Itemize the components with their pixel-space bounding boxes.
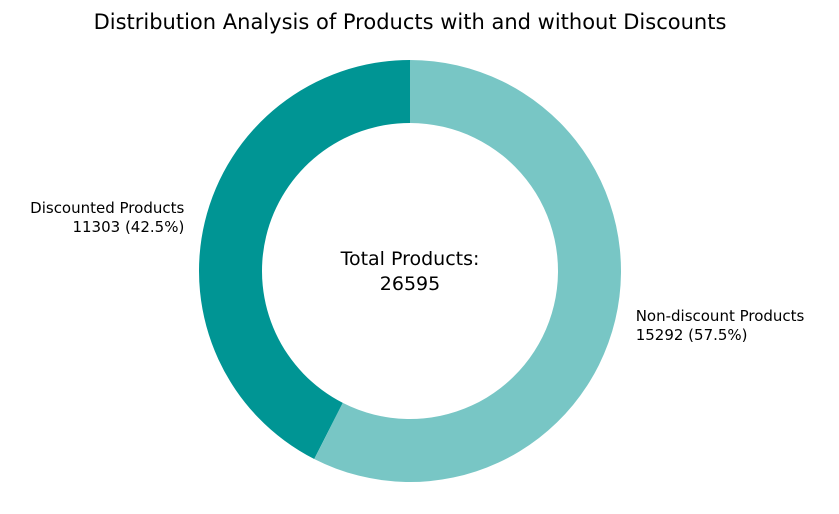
chart-title: Distribution Analysis of Products with a… [94,10,727,34]
slice-non-discount-products [314,60,621,482]
slices-layer [198,60,621,482]
center-label-total: 26595 [380,273,440,295]
slice-label-value: 15292 (57.5%) [636,326,748,344]
center-label: Total Products: 26595 [340,248,480,295]
slice-label-name: Discounted Products [30,199,184,217]
center-label-title: Total Products: [340,248,480,270]
slice-label-name: Non-discount Products [636,307,805,325]
slice-label-value: 11303 (42.5%) [72,218,184,236]
slice-discounted-products [198,60,410,460]
